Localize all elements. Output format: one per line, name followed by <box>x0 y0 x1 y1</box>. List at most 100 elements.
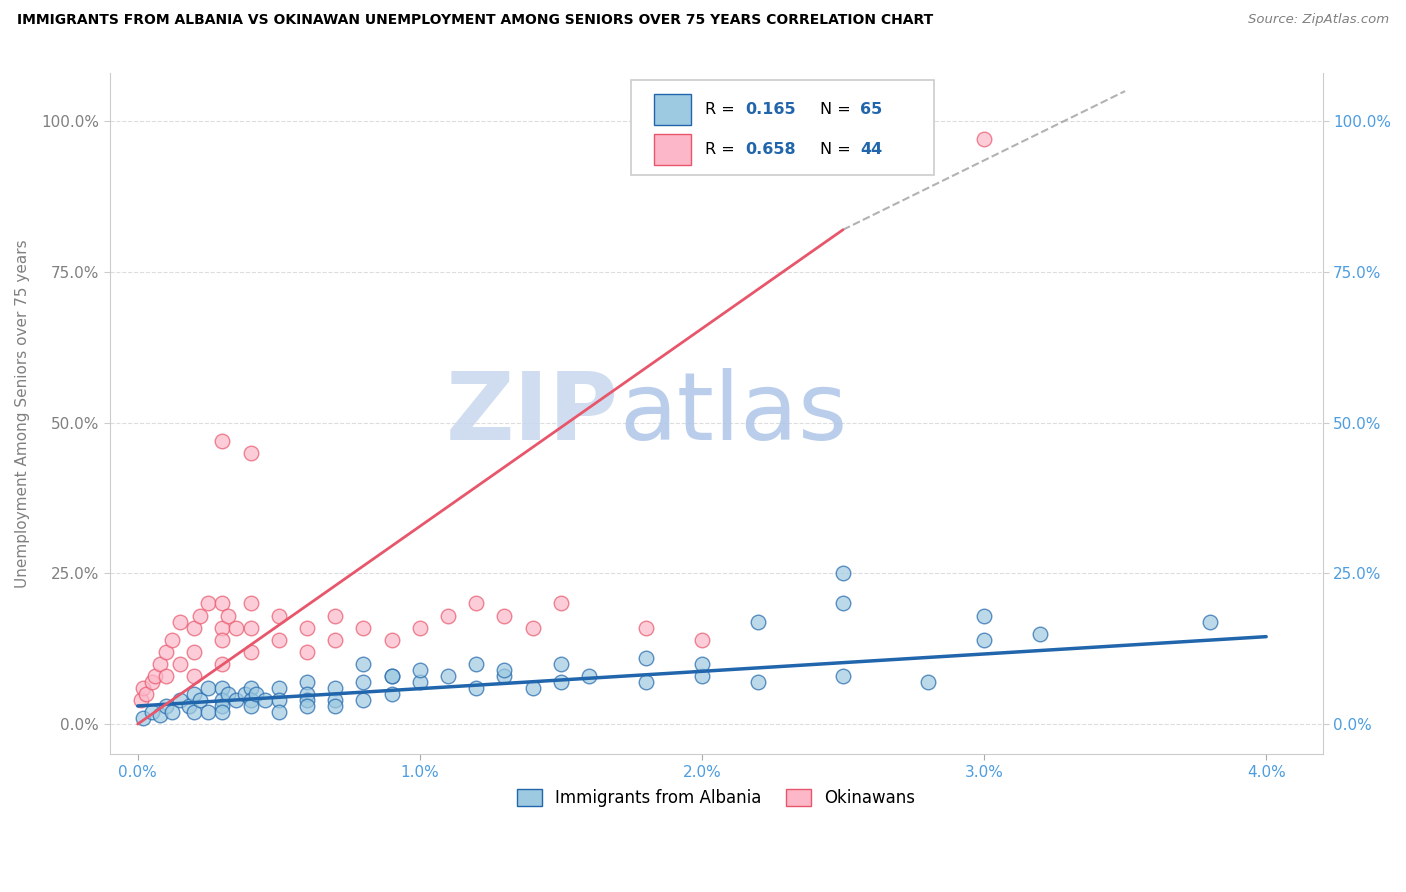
Point <box>323 608 346 623</box>
Point <box>323 698 346 713</box>
Point <box>747 674 769 689</box>
Point <box>381 687 404 701</box>
Point <box>550 597 572 611</box>
Point <box>381 669 404 683</box>
Point <box>267 705 290 719</box>
Point <box>169 615 191 629</box>
Y-axis label: Unemployment Among Seniors over 75 years: Unemployment Among Seniors over 75 years <box>15 239 30 588</box>
Point <box>211 693 233 707</box>
Point <box>267 681 290 695</box>
Point <box>267 693 290 707</box>
Point <box>267 632 290 647</box>
Point <box>352 621 374 635</box>
Point <box>437 669 460 683</box>
Point <box>169 657 191 671</box>
Point <box>183 705 205 719</box>
Point <box>197 681 219 695</box>
Point <box>239 681 262 695</box>
Point <box>295 645 318 659</box>
Point <box>155 698 177 713</box>
Point <box>634 674 657 689</box>
Point <box>522 621 544 635</box>
Point <box>183 669 205 683</box>
Point <box>239 698 262 713</box>
Point <box>973 632 995 647</box>
Text: Source: ZipAtlas.com: Source: ZipAtlas.com <box>1249 13 1389 27</box>
Point <box>832 566 855 581</box>
Point <box>211 597 233 611</box>
Point <box>578 669 600 683</box>
Point <box>465 657 488 671</box>
Text: R =: R = <box>706 103 740 117</box>
Text: R =: R = <box>706 142 740 157</box>
Point <box>295 674 318 689</box>
Point <box>183 687 205 701</box>
Point <box>465 681 488 695</box>
FancyBboxPatch shape <box>631 79 935 175</box>
Point <box>1198 615 1220 629</box>
Point <box>690 657 713 671</box>
Point <box>239 597 262 611</box>
Point <box>211 681 233 695</box>
Legend: Immigrants from Albania, Okinawans: Immigrants from Albania, Okinawans <box>510 782 922 814</box>
Point <box>550 657 572 671</box>
Text: 0.165: 0.165 <box>745 103 796 117</box>
Point <box>155 645 177 659</box>
Point <box>245 687 267 701</box>
Point <box>169 693 191 707</box>
Point <box>129 693 152 707</box>
Point <box>690 669 713 683</box>
Point <box>239 446 262 460</box>
Text: ZIP: ZIP <box>446 368 619 459</box>
Point <box>973 608 995 623</box>
Point <box>267 608 290 623</box>
Point <box>211 632 233 647</box>
Point <box>211 705 233 719</box>
Point <box>352 674 374 689</box>
Point <box>323 632 346 647</box>
Point <box>135 687 157 701</box>
Point <box>197 597 219 611</box>
Point <box>160 705 183 719</box>
Point <box>352 657 374 671</box>
Text: atlas: atlas <box>619 368 848 459</box>
Point <box>149 657 172 671</box>
Point <box>494 663 516 677</box>
Point <box>211 698 233 713</box>
Point <box>465 597 488 611</box>
Point <box>747 615 769 629</box>
Point <box>323 693 346 707</box>
Point <box>225 693 247 707</box>
FancyBboxPatch shape <box>654 135 690 165</box>
Text: 44: 44 <box>860 142 883 157</box>
Point <box>141 674 163 689</box>
Point <box>253 693 276 707</box>
FancyBboxPatch shape <box>654 95 690 125</box>
Point <box>233 687 256 701</box>
Point <box>352 693 374 707</box>
Point <box>160 632 183 647</box>
Point <box>239 645 262 659</box>
Point <box>155 669 177 683</box>
Point <box>188 693 211 707</box>
Point <box>409 663 432 677</box>
Point <box>217 687 239 701</box>
Point <box>239 693 262 707</box>
Point <box>132 711 155 725</box>
Point <box>295 698 318 713</box>
Point <box>381 632 404 647</box>
Point <box>211 657 233 671</box>
Point <box>832 597 855 611</box>
Point <box>211 434 233 448</box>
Point <box>295 621 318 635</box>
Point <box>381 669 404 683</box>
Point <box>149 708 172 723</box>
Point <box>183 645 205 659</box>
Point <box>973 132 995 146</box>
Point <box>690 632 713 647</box>
Point <box>132 681 155 695</box>
Point <box>197 705 219 719</box>
Point <box>832 669 855 683</box>
Point <box>143 669 166 683</box>
Point <box>409 621 432 635</box>
